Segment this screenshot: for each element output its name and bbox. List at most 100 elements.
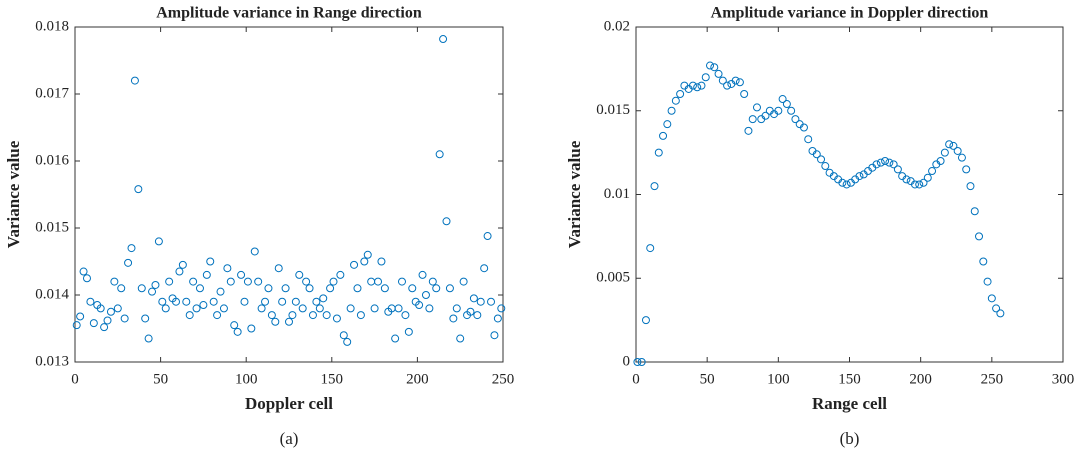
point [353,284,362,293]
point [987,294,996,303]
point [493,314,502,323]
point [278,297,287,306]
point [761,111,770,120]
point [182,297,191,306]
point [295,270,304,279]
point [469,294,478,303]
point [688,81,697,90]
point [487,297,496,306]
point [189,277,198,286]
point [473,311,482,320]
x-tick-label: 50 [153,371,168,387]
point [291,297,300,306]
point [144,334,153,343]
point [322,311,331,320]
point [663,120,672,129]
point [483,232,492,241]
y-tick-label: 0.015 [596,102,630,118]
point [706,61,715,70]
point [915,180,924,189]
x-tick-label: 100 [235,371,258,387]
point [919,178,928,187]
point [374,277,383,286]
point [697,81,706,90]
point [992,304,1001,313]
point [332,314,341,323]
point [257,304,266,313]
point [714,69,723,78]
point [975,232,984,241]
point [646,244,655,253]
point [172,297,181,306]
point [367,277,376,286]
point [452,304,461,313]
x-tick-label: 50 [700,371,715,387]
point [76,312,85,321]
point [667,106,676,115]
point [158,297,167,306]
y-axis-label: Variance value [4,140,23,248]
point [192,304,201,313]
point [799,123,808,132]
point [110,277,119,286]
point [693,83,702,92]
point [480,264,489,273]
point [195,284,204,293]
point [425,304,434,313]
point [377,257,386,266]
point [659,131,668,140]
point [336,270,345,279]
point [89,319,98,328]
point [72,321,81,330]
point [945,140,954,149]
point [113,304,122,313]
point [165,277,174,286]
point [79,267,88,276]
point [391,334,400,343]
point [226,277,235,286]
point [428,277,437,286]
point [490,331,499,340]
point [889,160,898,169]
point [418,270,427,279]
x-tick-label: 0 [71,371,79,387]
point [718,76,727,85]
point [127,244,136,253]
point [308,311,317,320]
point [219,304,228,313]
y-tick-label: 0 [623,353,631,369]
point [650,182,659,191]
point [315,304,324,313]
point [940,148,949,157]
y-tick-label: 0.005 [596,270,630,286]
point [213,311,222,320]
point [240,297,249,306]
point [274,264,283,273]
y-tick-label: 0.014 [35,286,69,302]
point [466,307,475,316]
point [812,150,821,159]
point [654,148,663,157]
point [267,311,276,320]
point [902,175,911,184]
x-axis-label: Doppler cell [245,394,333,413]
point [151,280,160,289]
point [350,260,359,269]
axes-box [635,26,1064,363]
point [223,264,232,273]
point [774,106,783,115]
point [356,311,365,320]
point [701,73,710,82]
point [100,323,109,332]
point [421,291,430,299]
point [497,304,506,313]
y-tick-label: 0.017 [35,85,69,101]
point [432,284,441,293]
x-tick-label: 0 [632,371,640,387]
point [370,304,379,313]
point [710,63,719,72]
point [103,316,112,325]
point [339,331,348,340]
point [435,150,444,159]
